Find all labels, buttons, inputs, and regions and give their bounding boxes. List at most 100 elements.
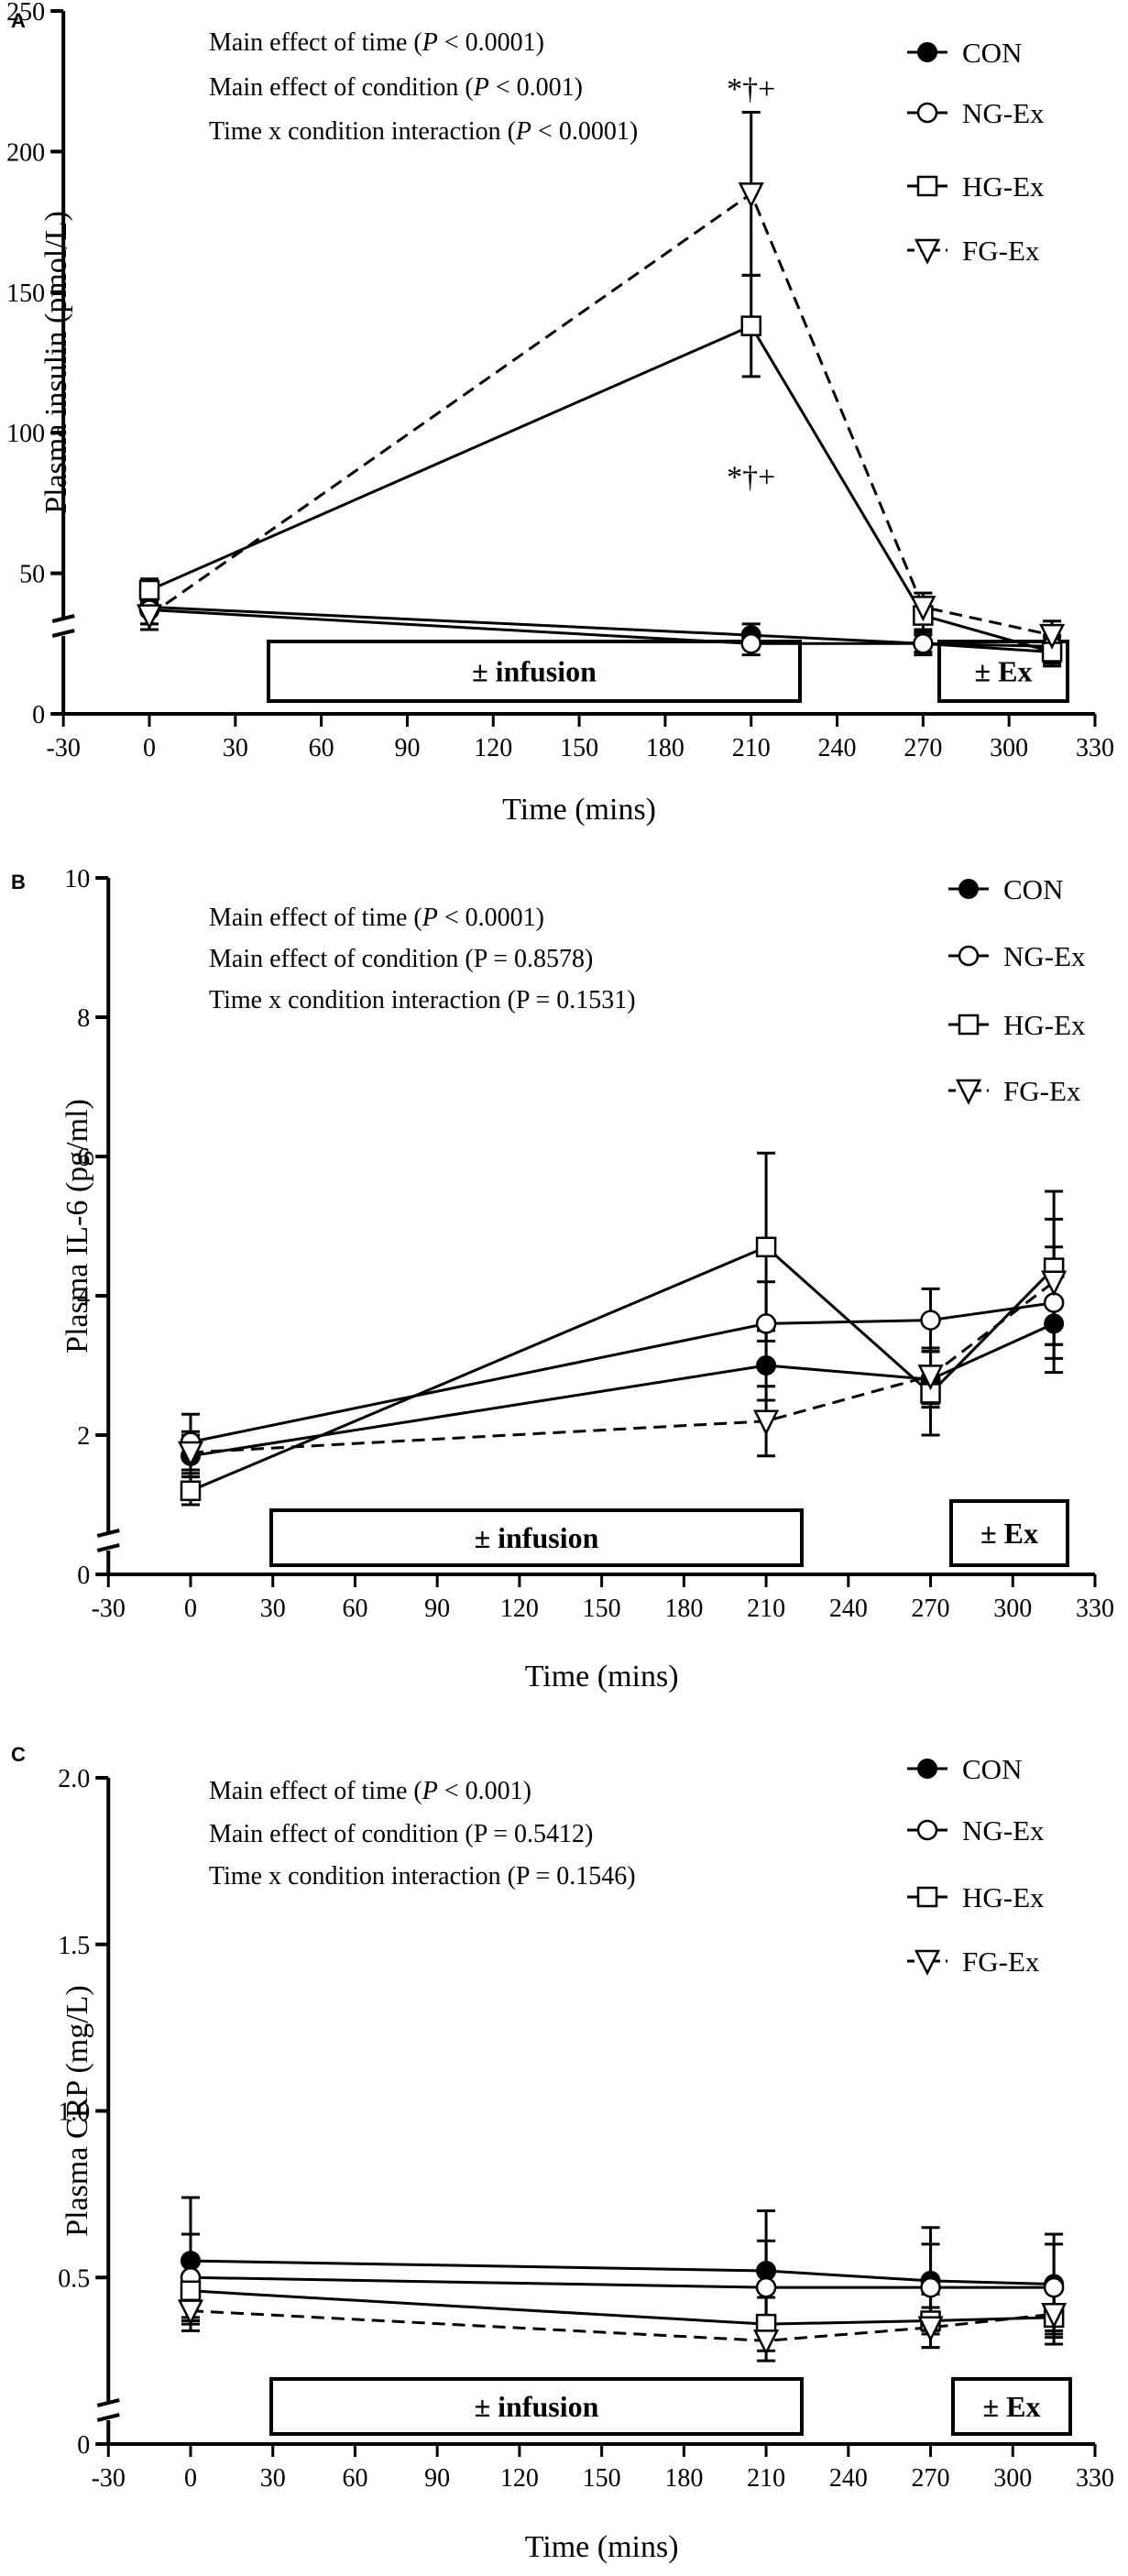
data-point-fg-ex [753,2329,780,2356]
data-point-hg-ex [138,579,160,601]
significance-annotation: *†+ [727,460,775,494]
legend-marker-hg-ex [958,1014,980,1036]
panel-letter: B [11,871,26,893]
legend-item-hg-ex: HG-Ex [948,1009,1086,1041]
y-tick-label: 0 [77,2431,90,2460]
series-line-con [190,1322,1055,1458]
legend-label: FG-Ex [1003,1075,1081,1107]
legend-item-fg-ex: FG-Ex [907,235,1040,267]
legend-marker-ng-ex [916,102,938,124]
infusion-box [269,1508,804,1567]
y-tick-label: 2 [77,1422,90,1451]
x-tick-label: 240 [818,734,857,762]
x-tick-label: 270 [912,2464,950,2493]
infusion-label: ± infusion [475,2390,599,2423]
x-tick-label: 270 [912,1595,950,1623]
data-point-fg-ex [1039,623,1066,650]
data-point-ng-ex [920,1310,941,1331]
infusion-box [269,2377,804,2436]
legend-label: CON [962,37,1022,69]
legend-item-fg-ex: FG-Ex [948,1075,1081,1107]
x-axis-title: Time (mins) [525,1660,679,1694]
legend-item-con: CON [907,37,1022,69]
panel-letter: C [11,1743,26,1766]
x-tick-label: 150 [583,1595,621,1623]
legend-item-ng-ex: NG-Ex [907,1814,1045,1847]
data-point-hg-ex [180,1480,202,1502]
x-tick-label: 330 [1076,2464,1114,2493]
stats-line: Time x condition interaction (P < 0.0001… [209,117,638,146]
legend-marker-con [917,1759,937,1779]
panel-letter: A [11,9,26,32]
stats-line: Main effect of time (P < 0.001) [209,1777,531,1805]
data-point-fg-ex [1041,2302,1068,2329]
data-point-fg-ex [738,182,764,209]
data-point-fg-ex [910,596,936,622]
data-point-ng-ex [913,633,934,654]
legend-label: NG-Ex [962,97,1045,129]
exercise-label: ± Ex [983,2390,1041,2423]
x-tick-label: 180 [664,2464,703,2493]
y-tick-label: 0 [32,701,45,729]
x-tick-label: 180 [664,1595,703,1623]
x-tick-label: 240 [829,2464,868,2493]
x-tick-label: -30 [92,1595,126,1623]
y-tick-label: 150 [6,280,45,308]
x-tick-label: 60 [309,734,334,762]
x-tick-label: 150 [560,734,598,762]
data-point-fg-ex [177,2299,204,2326]
legend-marker-fg-ex [914,238,941,265]
y-tick-label: 10 [64,865,90,893]
series-line-fg-ex [148,192,1053,637]
legend-label: HG-Ex [962,170,1045,203]
x-tick-label: 90 [424,1595,450,1623]
legend-item-con: CON [948,873,1063,905]
series-line-fg-ex [190,2309,1055,2342]
y-tick-label: 0.5 [58,2264,90,2293]
data-point-ng-ex [1043,2276,1065,2298]
data-point-fg-ex [917,2316,944,2342]
x-tick-label: 300 [990,734,1028,762]
legend-item-fg-ex: FG-Ex [907,1946,1040,1978]
x-tick-label: 300 [993,2464,1032,2493]
series-line-con [190,2259,1055,2286]
legend-marker-con [958,879,979,899]
x-tick-label: 210 [747,2464,785,2493]
stats-line: Time x condition interaction (P = 0.1546… [209,1862,636,1891]
x-axis-title: Time (mins) [525,2530,679,2564]
legend-label: HG-Ex [1003,1009,1086,1041]
x-tick-label: 60 [342,1595,367,1623]
data-point-ng-ex [755,2276,777,2298]
x-tick-label: -30 [92,2464,126,2493]
exercise-box [949,1499,1069,1567]
x-tick-label: 30 [260,2464,286,2493]
y-tick-label: 1.5 [58,1932,90,1960]
legend-item-ng-ex: NG-Ex [948,940,1086,972]
legend-marker-con [917,42,937,62]
legend-marker-hg-ex [916,175,938,197]
x-tick-label: 240 [829,1595,868,1623]
series-line-con [148,605,1053,654]
y-tick-label: 250 [6,0,45,27]
stats-line: Main effect of condition (P < 0.001) [209,73,583,102]
x-tick-label: 90 [424,2464,450,2493]
y-tick-label: 100 [6,420,45,448]
stats-line: Main effect of time (P < 0.0001) [209,904,544,932]
x-tick-label: 30 [260,1595,286,1623]
data-point-con [756,1355,777,1376]
significance-annotation: *†+ [727,72,775,106]
x-tick-label: 150 [583,2464,621,2493]
exercise-box [951,2377,1072,2436]
data-point-fg-ex [917,1365,944,1391]
legend-marker-fg-ex [914,1949,941,1976]
y-axis-title: Plasma insulin (pmol/L) [39,211,73,514]
data-point-fg-ex [753,1409,780,1436]
legend-item-con: CON [907,1753,1022,1785]
data-point-con [1044,1313,1065,1334]
data-point-hg-ex [755,1236,777,1258]
legend-item-ng-ex: NG-Ex [907,97,1045,129]
x-tick-label: 180 [646,734,684,762]
